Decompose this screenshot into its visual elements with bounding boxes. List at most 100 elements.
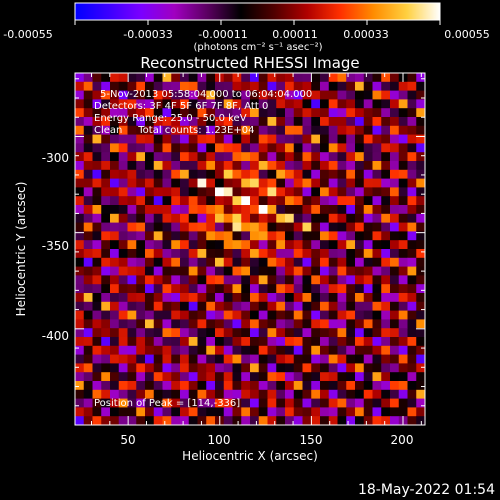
heatmap-cell: [276, 301, 286, 312]
heatmap-cell: [320, 328, 330, 338]
heatmap-cell: [83, 213, 94, 224]
heatmap-cell: [381, 284, 391, 294]
heatmap-cell: [206, 416, 216, 425]
heatmap-cell: [92, 328, 102, 338]
heatmap-cell: [206, 152, 216, 162]
heatmap-cell: [346, 284, 356, 294]
heatmap-cell: [355, 187, 365, 197]
heatmap-cell: [223, 108, 234, 118]
heatmap-cell: [311, 257, 321, 268]
heatmap-cell: [355, 178, 365, 188]
heatmap-cell: [302, 310, 312, 320]
heatmap-cell: [328, 73, 339, 83]
y-tick-label: -350: [42, 239, 69, 253]
heatmap-cell: [180, 117, 190, 127]
heatmap-cell: [407, 90, 417, 100]
heatmap-cell: [346, 310, 356, 320]
heatmap-cell: [127, 249, 137, 259]
heatmap-cell: [145, 231, 155, 241]
heatmap-cell: [416, 196, 425, 206]
heatmap-cell: [215, 161, 225, 171]
heatmap-cell: [372, 108, 382, 118]
heatmap-cell: [416, 345, 425, 356]
heatmap-cell: [188, 81, 199, 92]
heatmap-cell: [276, 108, 286, 118]
heatmap-cell: [302, 345, 312, 356]
heatmap-cell: [145, 161, 155, 171]
heatmap-cell: [241, 187, 251, 197]
heatmap-cell: [110, 108, 120, 118]
heatmap-cell: [206, 328, 216, 338]
heatmap-cell: [180, 249, 190, 259]
heatmap-cell: [285, 354, 295, 364]
heatmap-cell: [188, 196, 199, 206]
heatmap-cell: [197, 372, 207, 382]
heatmap-cell: [223, 125, 234, 136]
heatmap-cell: [311, 284, 321, 294]
heatmap-cell: [162, 143, 172, 153]
heatmap-cell: [180, 222, 190, 232]
heatmap-cell: [153, 345, 164, 356]
heatmap-cell: [75, 266, 85, 276]
heatmap-cell: [381, 240, 391, 250]
heatmap-cell: [258, 284, 269, 294]
heatmap-cell: [398, 284, 409, 294]
heatmap-cell: [390, 240, 400, 250]
heatmap-cell: [346, 363, 356, 373]
heatmap-cell: [285, 81, 295, 92]
heatmap-cell: [328, 257, 339, 268]
heatmap-cell: [83, 178, 94, 188]
heatmap-cell: [241, 275, 251, 285]
heatmap-cell: [285, 161, 295, 171]
heatmap-cell: [197, 90, 207, 100]
heatmap-cell: [162, 213, 172, 224]
heatmap-cell: [145, 143, 155, 153]
timestamp: 18-May-2022 01:54: [358, 482, 495, 498]
heatmap-cell: [241, 205, 251, 215]
heatmap-cell: [398, 249, 409, 259]
heatmap-cell: [180, 407, 190, 417]
heatmap-cell: [127, 134, 137, 144]
heatmap-cell: [206, 143, 216, 153]
heatmap-cell: [311, 152, 321, 162]
heatmap-cell: [276, 249, 286, 259]
heatmap-cell: [398, 275, 409, 285]
heatmap-cell: [232, 134, 242, 144]
heatmap-cell: [346, 169, 356, 180]
heatmap-cell: [197, 345, 207, 356]
heatmap-cell: [267, 187, 277, 197]
heatmap-cell: [390, 81, 400, 92]
heatmap-cell: [337, 117, 347, 127]
heatmap-cell: [337, 372, 347, 382]
heatmap-cell: [153, 381, 164, 391]
heatmap-cell: [92, 381, 102, 391]
heatmap-cell: [92, 99, 102, 109]
heatmap-cell: [215, 398, 225, 408]
y-axis-label: Heliocentric Y (arcsec): [14, 182, 28, 317]
heatmap-cell: [101, 187, 111, 197]
heatmap-cell: [101, 222, 111, 232]
heatmap-cell: [162, 99, 172, 109]
heatmap-cell: [206, 231, 216, 241]
heatmap-cell: [320, 152, 330, 162]
heatmap-cell: [206, 301, 216, 312]
heatmap-cell: [136, 257, 146, 268]
heatmap-cell: [407, 310, 417, 320]
heatmap-cell: [346, 152, 356, 162]
heatmap-cell: [232, 231, 242, 241]
heatmap-cell: [101, 284, 111, 294]
heatmap-cell: [92, 205, 102, 215]
heatmap-cell: [390, 125, 400, 136]
heatmap-cell: [276, 187, 286, 197]
heatmap-cell: [101, 99, 111, 109]
heatmap-cell: [171, 337, 181, 347]
heatmap-cell: [136, 284, 146, 294]
heatmap-cell: [180, 99, 190, 109]
heatmap-cell: [83, 310, 94, 320]
heatmap-cell: [180, 178, 190, 188]
heatmap-cell: [311, 73, 321, 83]
heatmap-cell: [337, 240, 347, 250]
heatmap-cell: [293, 231, 304, 241]
heatmap-cell: [302, 381, 312, 391]
heatmap-cell: [145, 240, 155, 250]
